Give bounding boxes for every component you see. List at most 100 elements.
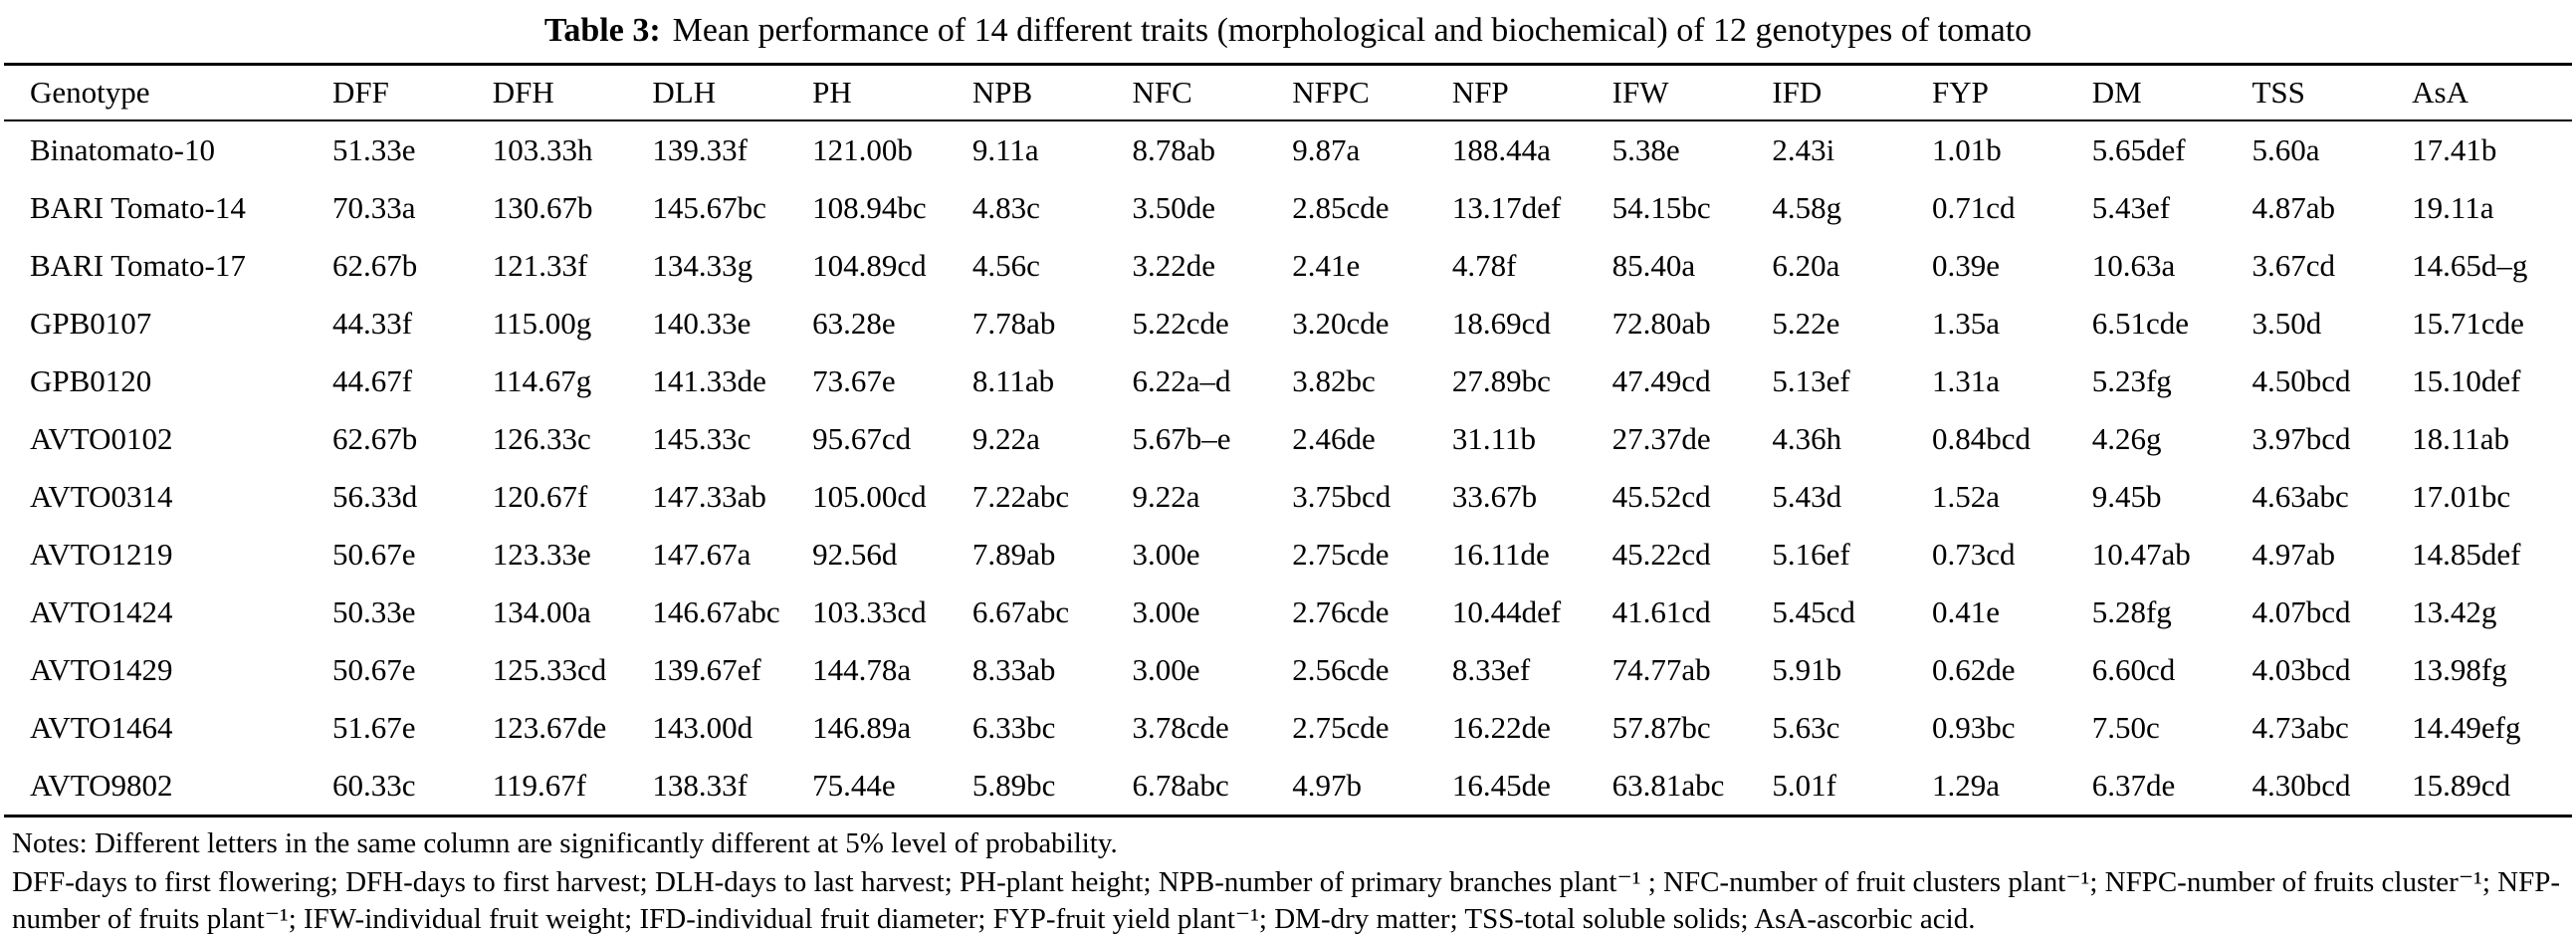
value-cell: 6.20a bbox=[1772, 247, 1840, 283]
value-cell: 1.29a bbox=[1932, 767, 2001, 803]
notes-abbreviations: DFF-days to first flowering; DFH-days to… bbox=[12, 865, 2561, 935]
value-cell: 4.26g bbox=[2091, 420, 2162, 456]
value-cell: 4.97ab bbox=[2252, 536, 2335, 572]
value-cell: 5.22e bbox=[1772, 305, 1840, 341]
value-cell: 15.71cde bbox=[2412, 305, 2524, 341]
table-notes: Notes: Different letters in the same col… bbox=[4, 818, 2572, 935]
value-cell: 3.00e bbox=[1132, 593, 1200, 629]
value-cell: 3.00e bbox=[1132, 536, 1200, 572]
value-cell: 14.65d–g bbox=[2412, 247, 2528, 283]
column-header-dm: DM bbox=[2091, 64, 2253, 121]
value-cell: 50.67e bbox=[332, 536, 416, 572]
value-cell: 6.60cd bbox=[2091, 651, 2176, 687]
value-cell: 9.45b bbox=[2091, 478, 2162, 514]
table-header: Genotype DFF DFH DLH PH NPB NFC NFPC NFP IFW IFD FY… bbox=[4, 64, 2572, 121]
value-cell: 144.78a bbox=[812, 651, 912, 687]
value-cell: 0.73cd bbox=[1932, 536, 2016, 572]
value-cell: 0.39e bbox=[1932, 247, 2001, 283]
value-cell: 50.67e bbox=[332, 651, 416, 687]
column-header-nfp: NFP bbox=[1451, 64, 1612, 121]
value-cell: 33.67b bbox=[1451, 478, 1538, 514]
value-cell: 141.33de bbox=[652, 362, 766, 398]
value-cell: 138.33f bbox=[652, 767, 748, 803]
value-cell: 2.76cde bbox=[1292, 593, 1390, 629]
value-cell: 5.28fg bbox=[2091, 593, 2172, 629]
value-cell: 103.33h bbox=[492, 131, 593, 167]
value-cell: 134.00a bbox=[492, 593, 591, 629]
value-cell: 6.67abc bbox=[971, 593, 1070, 629]
value-cell: 4.58g bbox=[1772, 189, 1842, 225]
value-cell: 4.87ab bbox=[2252, 189, 2335, 225]
value-cell: 4.36h bbox=[1772, 420, 1842, 456]
value-cell: 3.50de bbox=[1132, 189, 1216, 225]
value-cell: 123.67de bbox=[492, 709, 607, 745]
value-cell: 5.23fg bbox=[2091, 362, 2172, 398]
value-cell: 70.33a bbox=[332, 189, 416, 225]
value-cell: 7.22abc bbox=[971, 478, 1070, 514]
value-cell: 5.67b–e bbox=[1132, 420, 1231, 456]
column-header-dlh: DLH bbox=[652, 64, 813, 121]
table-row: BARI Tomato-14 70.33a 130.67b 145.67bc 108.9… bbox=[4, 179, 2572, 237]
value-cell: 140.33e bbox=[652, 305, 751, 341]
genotype-cell: Binatomato-10 bbox=[30, 131, 215, 167]
value-cell: 4.03bcd bbox=[2252, 651, 2351, 687]
column-header-ph: PH bbox=[812, 64, 972, 121]
value-cell: 16.11de bbox=[1451, 536, 1550, 572]
value-cell: 45.22cd bbox=[1611, 536, 1711, 572]
value-cell: 13.17def bbox=[1451, 189, 1562, 225]
value-cell: 9.22a bbox=[1132, 478, 1200, 514]
value-cell: 3.00e bbox=[1132, 651, 1200, 687]
genotype-cell: GPB0107 bbox=[30, 305, 152, 341]
value-cell: 134.33g bbox=[652, 247, 753, 283]
column-header-nfpc: NFPC bbox=[1292, 64, 1452, 121]
value-cell: 125.33cd bbox=[492, 651, 607, 687]
value-cell: 41.61cd bbox=[1611, 593, 1711, 629]
value-cell: 0.62de bbox=[1932, 651, 2016, 687]
value-cell: 14.85def bbox=[2412, 536, 2521, 572]
value-cell: 5.65def bbox=[2091, 131, 2186, 167]
value-cell: 54.15bc bbox=[1611, 189, 1711, 225]
value-cell: 103.33cd bbox=[812, 593, 927, 629]
value-cell: 63.28e bbox=[812, 305, 896, 341]
value-cell: 145.33c bbox=[652, 420, 751, 456]
value-cell: 6.37de bbox=[2091, 767, 2176, 803]
value-cell: 4.83c bbox=[971, 189, 1040, 225]
value-cell: 2.46de bbox=[1292, 420, 1376, 456]
value-cell: 1.52a bbox=[1932, 478, 2001, 514]
table-row: AVTO1429 50.67e 125.33cd 139.67ef 144.78a 8.3… bbox=[4, 641, 2572, 699]
value-cell: 3.97bcd bbox=[2252, 420, 2351, 456]
genotype-cell: BARI Tomato-14 bbox=[30, 189, 246, 225]
data-table: Genotype DFF DFH DLH PH NPB NFC NFPC NFP IFW IFD FY… bbox=[4, 62, 2572, 818]
value-cell: 4.50bcd bbox=[2252, 362, 2351, 398]
value-cell: 57.87bc bbox=[1611, 709, 1711, 745]
value-cell: 73.67e bbox=[812, 362, 896, 398]
column-header-fyp: FYP bbox=[1932, 64, 2092, 121]
genotype-cell: AVTO1429 bbox=[30, 651, 173, 687]
value-cell: 146.67abc bbox=[652, 593, 780, 629]
table-row: BARI Tomato-17 62.67b 121.33f 134.33g 104.89… bbox=[4, 237, 2572, 295]
value-cell: 4.56c bbox=[971, 247, 1040, 283]
value-cell: 1.31a bbox=[1932, 362, 2001, 398]
value-cell: 139.67ef bbox=[652, 651, 761, 687]
value-cell: 72.80ab bbox=[1611, 305, 1711, 341]
value-cell: 9.22a bbox=[971, 420, 1040, 456]
value-cell: 147.67a bbox=[652, 536, 751, 572]
value-cell: 10.47ab bbox=[2091, 536, 2191, 572]
value-cell: 14.49efg bbox=[2412, 709, 2521, 745]
value-cell: 15.89cd bbox=[2412, 767, 2511, 803]
value-cell: 6.22a–d bbox=[1132, 362, 1231, 398]
value-cell: 7.89ab bbox=[971, 536, 1056, 572]
value-cell: 5.91b bbox=[1772, 651, 1842, 687]
value-cell: 130.67b bbox=[492, 189, 593, 225]
genotype-cell: AVTO1464 bbox=[30, 709, 173, 745]
value-cell: 9.11a bbox=[971, 131, 1039, 167]
value-cell: 47.49cd bbox=[1611, 362, 1711, 398]
value-cell: 147.33ab bbox=[652, 478, 766, 514]
value-cell: 4.30bcd bbox=[2252, 767, 2351, 803]
value-cell: 31.11b bbox=[1451, 420, 1537, 456]
value-cell: 5.01f bbox=[1772, 767, 1836, 803]
value-cell: 5.43d bbox=[1772, 478, 1842, 514]
value-cell: 0.84bcd bbox=[1932, 420, 2032, 456]
column-header-dfh: DFH bbox=[492, 64, 653, 121]
value-cell: 4.63abc bbox=[2252, 478, 2349, 514]
